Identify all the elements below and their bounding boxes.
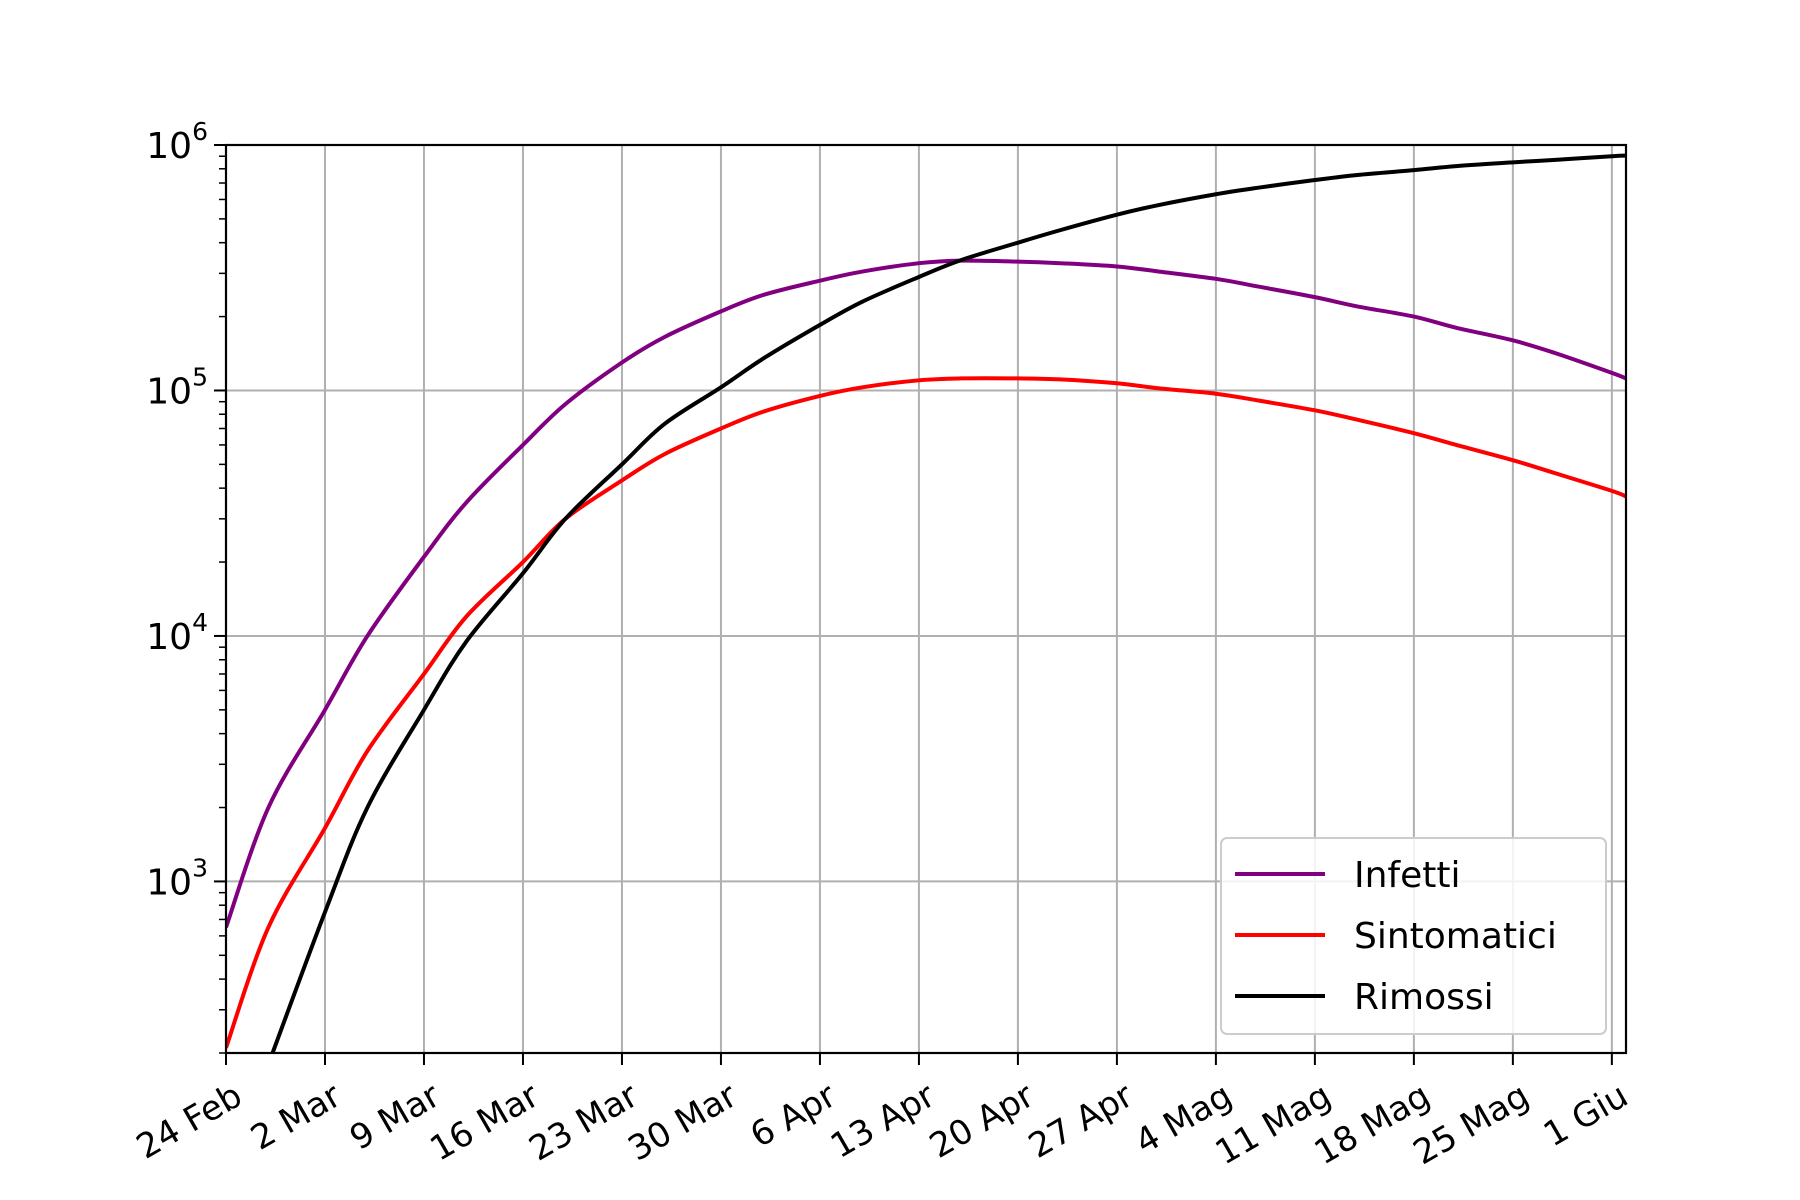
y-axis: 103 104 105 106 <box>146 117 226 903</box>
legend-label: Infetti <box>1354 855 1461 896</box>
legend-label: Rimossi <box>1354 977 1494 1018</box>
x-tick-label: 23 Mar <box>522 1076 644 1170</box>
x-tick-label: 27 Apr <box>1022 1076 1140 1167</box>
series-lines <box>226 153 1626 1053</box>
y-tick-label: 105 <box>146 362 208 412</box>
legend-label: Sintomatici <box>1354 916 1557 957</box>
x-tick-label: 1 Giu <box>1537 1076 1635 1156</box>
plot-frame <box>224 143 1628 1055</box>
y-tick-label: 104 <box>146 608 208 658</box>
x-tick-label: 6 Apr <box>744 1076 843 1156</box>
x-tick-label: 2 Mar <box>244 1076 348 1159</box>
x-tick-label: 13 Apr <box>824 1076 942 1167</box>
y-tick-label: 106 <box>146 117 208 167</box>
legend-box <box>1220 837 1607 1035</box>
x-tick-label: 30 Mar <box>621 1076 743 1170</box>
series-line-sintomatici <box>226 376 1626 1049</box>
x-tick-label: 16 Mar <box>423 1076 545 1170</box>
y-tick-label: 103 <box>146 853 208 903</box>
series-line-infetti <box>226 258 1626 929</box>
series-line-rimossi <box>270 153 1626 1053</box>
x-tick-label: 25 Mag <box>1407 1076 1536 1174</box>
x-tick-label: 24 Feb <box>130 1076 249 1168</box>
x-tick-label: 20 Apr <box>923 1076 1041 1167</box>
legend: Infetti Sintomatici Rimossi <box>1220 837 1607 1035</box>
y-minor-ticks <box>219 155 226 1054</box>
